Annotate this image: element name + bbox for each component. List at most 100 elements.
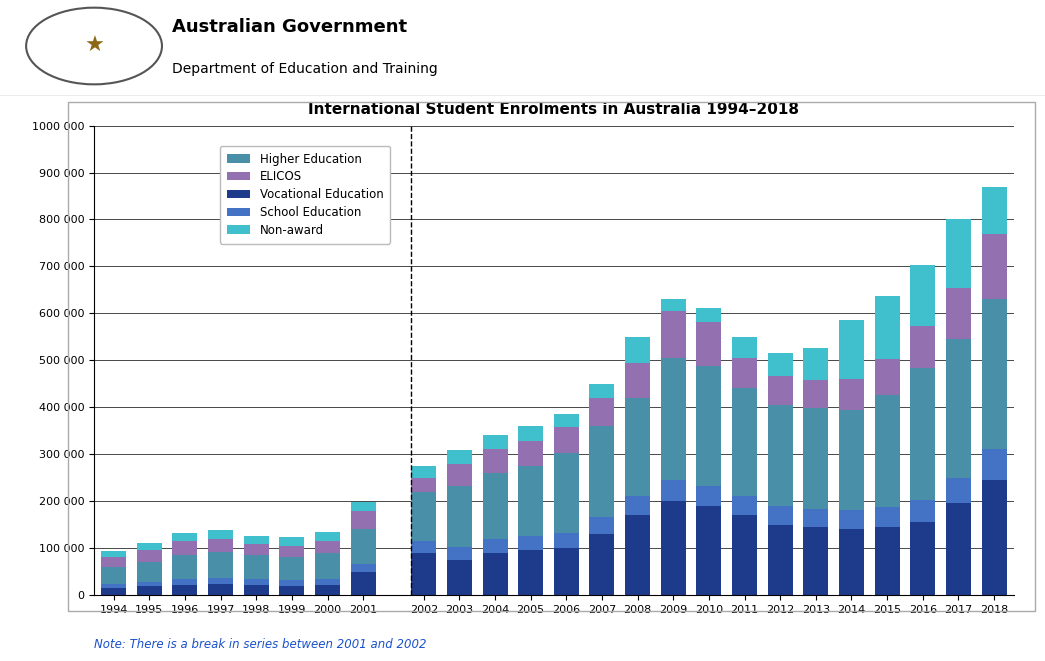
Bar (243, 584, 269, 595)
Bar (981, 480, 1006, 595)
Bar (804, 509, 829, 527)
Bar (696, 307, 721, 322)
Bar (351, 529, 375, 564)
Bar (910, 500, 935, 522)
Bar (554, 548, 579, 595)
Bar (589, 426, 614, 518)
Bar (208, 539, 233, 552)
Bar (243, 536, 269, 544)
Bar (910, 368, 935, 500)
Bar (101, 551, 126, 557)
Bar (696, 366, 721, 486)
Bar (875, 507, 900, 527)
Bar (279, 580, 304, 586)
Bar (208, 578, 233, 584)
Bar (768, 375, 793, 405)
Bar (351, 502, 375, 511)
Bar (839, 379, 864, 410)
Bar (447, 450, 472, 465)
Bar (554, 453, 579, 533)
Bar (589, 534, 614, 595)
Bar (768, 405, 793, 506)
Bar (910, 326, 935, 368)
Legend: Higher Education, ELICOS, Vocational Education, School Education, Non-award: Higher Education, ELICOS, Vocational Edu… (219, 145, 391, 244)
Bar (981, 233, 1006, 299)
Bar (804, 380, 829, 408)
Bar (875, 296, 900, 360)
Bar (447, 486, 472, 547)
Bar (315, 531, 340, 541)
Bar (696, 322, 721, 366)
Bar (315, 579, 340, 584)
Bar (554, 428, 579, 453)
Bar (910, 265, 935, 326)
Bar (518, 466, 543, 536)
Bar (137, 551, 162, 562)
Bar (981, 299, 1006, 449)
Bar (483, 473, 508, 539)
Bar (518, 551, 543, 595)
Bar (875, 527, 900, 595)
Bar (172, 555, 198, 579)
Bar (447, 560, 472, 595)
Bar (243, 544, 269, 555)
Bar (243, 579, 269, 584)
Bar (768, 353, 793, 375)
Bar (946, 339, 971, 477)
Bar (625, 515, 650, 595)
Bar (733, 389, 757, 496)
Bar (625, 337, 650, 363)
Bar (660, 358, 686, 480)
Bar (733, 337, 757, 358)
Text: Note: There is a break in series between 2001 and 2002: Note: There is a break in series between… (94, 638, 426, 651)
Bar (589, 398, 614, 426)
Bar (483, 539, 508, 553)
Bar (625, 398, 650, 496)
Bar (351, 511, 375, 529)
Bar (946, 504, 971, 595)
Bar (351, 564, 375, 572)
Bar (946, 219, 971, 288)
Bar (875, 395, 900, 507)
Text: Department of Education and Training: Department of Education and Training (172, 62, 438, 76)
Bar (447, 465, 472, 486)
Bar (483, 449, 508, 473)
Bar (554, 414, 579, 428)
Bar (768, 525, 793, 595)
Bar (589, 518, 614, 534)
Bar (208, 584, 233, 595)
Text: Australian Government: Australian Government (172, 18, 408, 36)
Bar (660, 501, 686, 595)
Bar (733, 515, 757, 595)
Bar (101, 588, 126, 595)
Bar (946, 288, 971, 339)
Bar (412, 466, 436, 477)
Bar (768, 506, 793, 525)
Bar (137, 586, 162, 595)
Bar (483, 436, 508, 449)
Bar (518, 442, 543, 466)
Title: International Student Enrolments in Australia 1994–2018: International Student Enrolments in Aust… (308, 102, 799, 118)
Bar (518, 426, 543, 442)
Bar (243, 555, 269, 579)
Bar (804, 348, 829, 380)
Bar (137, 582, 162, 586)
Bar (554, 533, 579, 548)
Bar (733, 358, 757, 389)
Bar (279, 586, 304, 595)
Bar (137, 562, 162, 582)
Bar (279, 557, 304, 580)
Bar (804, 408, 829, 509)
Bar (315, 584, 340, 595)
Bar (447, 547, 472, 560)
Bar (839, 410, 864, 510)
Bar (518, 536, 543, 551)
Bar (946, 477, 971, 504)
Bar (172, 533, 198, 541)
Bar (483, 553, 508, 595)
Bar (875, 360, 900, 395)
Bar (625, 496, 650, 515)
Bar (208, 530, 233, 539)
Bar (315, 553, 340, 579)
Bar (981, 186, 1006, 233)
